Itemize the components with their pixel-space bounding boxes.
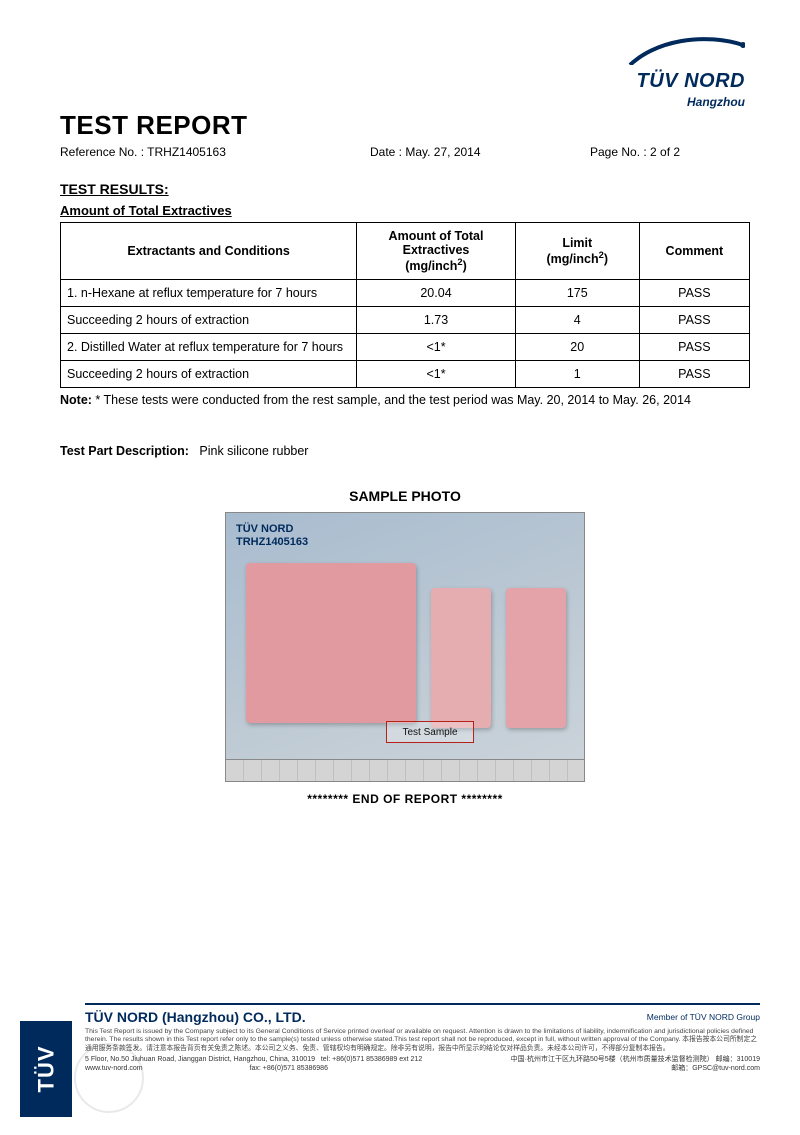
table-cell: <1* — [357, 361, 515, 388]
table-cell: 1 — [515, 361, 639, 388]
table-cell: 4 — [515, 307, 639, 334]
logo-brand-text: TÜV NORD — [625, 70, 745, 93]
part-description: Test Part Description: Pink silicone rub… — [60, 444, 750, 458]
table-cell: PASS — [639, 334, 749, 361]
end-of-report: ******** END OF REPORT ******** — [60, 792, 750, 806]
photo-overlay-label: TÜV NORD TRHZ1405163 — [236, 523, 308, 549]
table-cell: Succeeding 2 hours of extraction — [61, 307, 357, 334]
note-label: Note: — [60, 393, 92, 407]
logo-arc-icon — [625, 25, 745, 65]
footer-disclaimer: This Test Report is issued by the Compan… — [85, 1028, 760, 1053]
ref-label: Reference No. : — [60, 145, 147, 159]
brand-logo: TÜV NORD Hangzhou — [625, 35, 745, 109]
photo-slab-main — [246, 563, 416, 723]
callout-arrow-icon — [336, 648, 436, 649]
th-amount: Amount of TotalExtractives(mg/inch2) — [357, 223, 515, 280]
test-sample-callout: Test Sample — [386, 721, 474, 743]
part-value: Pink silicone rubber — [199, 444, 308, 458]
logo-sub-text: Hangzhou — [625, 95, 745, 109]
stamp-icon — [74, 1043, 144, 1113]
note-text: * These tests were conducted from the re… — [92, 393, 691, 407]
photo-overlay-line1: TÜV NORD — [236, 523, 293, 535]
page-label: Page No. : — [590, 145, 650, 159]
report-title: TEST REPORT — [60, 110, 750, 141]
date-label: Date : — [370, 145, 405, 159]
table-cell: 175 — [515, 280, 639, 307]
sample-photo: TÜV NORD TRHZ1405163 Test Sample — [225, 512, 585, 782]
table-row: Succeeding 2 hours of extraction<1*1PASS — [61, 361, 750, 388]
ref-value: TRHZ1405163 — [147, 145, 226, 159]
footer-member: Member of TÜV NORD Group — [647, 1012, 760, 1022]
table-cell: 2. Distilled Water at reflux temperature… — [61, 334, 357, 361]
footer: TÜV NORD (Hangzhou) CO., LTD. Member of … — [0, 1003, 800, 1135]
page-value: 2 of 2 — [650, 145, 680, 159]
results-subtitle: Amount of Total Extractives — [60, 203, 750, 218]
results-table: Extractants and Conditions Amount of Tot… — [60, 222, 750, 388]
table-cell: PASS — [639, 361, 749, 388]
table-cell: <1* — [357, 334, 515, 361]
footer-divider — [85, 1003, 760, 1005]
table-row: Succeeding 2 hours of extraction1.734PAS… — [61, 307, 750, 334]
th-limit: Limit(mg/inch2) — [515, 223, 639, 280]
table-cell: PASS — [639, 280, 749, 307]
date-value: May. 27, 2014 — [405, 145, 480, 159]
photo-slab-3 — [506, 588, 566, 728]
th-extractants: Extractants and Conditions — [61, 223, 357, 280]
tuv-side-tag: TÜV — [20, 1021, 72, 1117]
footer-addr-l4: fax: +86(0)571 85386986 — [250, 1065, 328, 1072]
sample-photo-title: SAMPLE PHOTO — [60, 488, 750, 504]
table-row: 1. n-Hexane at reflux temperature for 7 … — [61, 280, 750, 307]
th-comment: Comment — [639, 223, 749, 280]
footer-addr-l3: tel: +86(0)571 85386989 ext 212 — [321, 1056, 422, 1063]
footer-addr-r2: 邮箱：GPSC@tuv-nord.com — [671, 1065, 760, 1072]
part-label: Test Part Description: — [60, 444, 189, 458]
photo-ruler — [226, 759, 584, 781]
footer-addr-right: 中国·杭州市江干区九环路50号5楼（杭州市质量技术监督检测院） 邮编：31001… — [511, 1056, 760, 1074]
photo-overlay-line2: TRHZ1405163 — [236, 536, 308, 548]
section-title-results: TEST RESULTS: — [60, 181, 750, 197]
footer-addr-r1: 中国·杭州市江干区九环路50号5楼（杭州市质量技术监督检测院） 邮编：31001… — [511, 1056, 760, 1063]
table-row: 2. Distilled Water at reflux temperature… — [61, 334, 750, 361]
table-cell: PASS — [639, 307, 749, 334]
footer-company: TÜV NORD (Hangzhou) CO., LTD. — [85, 1009, 306, 1025]
photo-slab-2 — [431, 588, 491, 728]
header-meta-row: Reference No. : TRHZ1405163 Date : May. … — [60, 145, 750, 159]
table-cell: 20.04 — [357, 280, 515, 307]
results-note: Note: * These tests were conducted from … — [60, 392, 750, 409]
table-cell: 1.73 — [357, 307, 515, 334]
table-cell: 1. n-Hexane at reflux temperature for 7 … — [61, 280, 357, 307]
table-cell: Succeeding 2 hours of extraction — [61, 361, 357, 388]
tuv-tag-text: TÜV — [33, 1046, 59, 1093]
table-cell: 20 — [515, 334, 639, 361]
